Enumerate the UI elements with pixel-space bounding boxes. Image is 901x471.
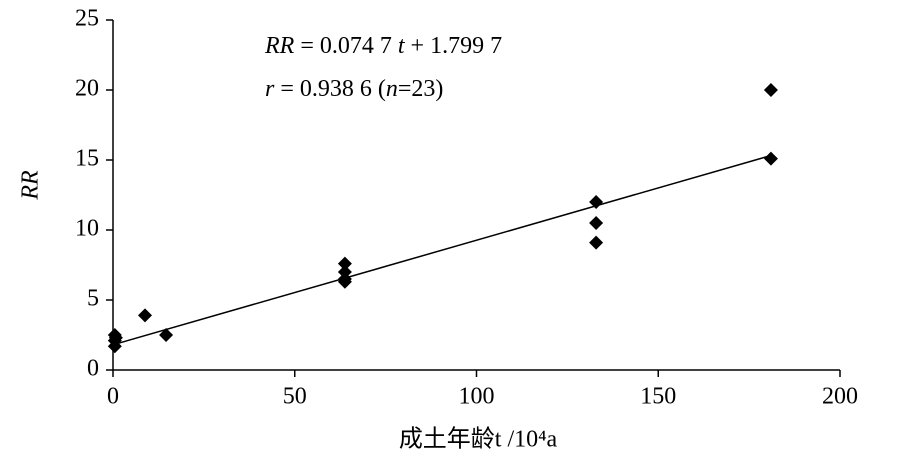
x-tick-label: 50 [283, 384, 307, 410]
annotation-part: RR [264, 33, 295, 59]
data-point [107, 339, 122, 354]
trendline [112, 154, 772, 346]
x-tick-label: 0 [107, 384, 119, 410]
annotation-part: r [265, 76, 275, 102]
x-tick-label: 200 [822, 384, 858, 410]
data-point [337, 274, 352, 289]
y-tick-label: 20 [75, 76, 99, 102]
data-point [589, 235, 604, 250]
annotation: RR = 0.074 7 t + 1.799 7 [264, 33, 502, 59]
annotation: r = 0.938 6 (n=23) [265, 76, 443, 102]
y-axis-label: RR [18, 170, 44, 201]
y-tick-label: 10 [75, 216, 99, 242]
data-point [137, 308, 152, 323]
x-tick-label: 100 [459, 384, 495, 410]
y-tick-label: 0 [87, 356, 99, 382]
x-tick-label: 150 [640, 384, 676, 410]
annotation-part: t [398, 33, 406, 59]
data-point [589, 195, 604, 209]
annotation-part: =23) [398, 76, 444, 102]
x-axis-label: 成土年龄t /10⁴a [399, 426, 558, 453]
annotation-part: = 0.074 7 [294, 33, 398, 59]
annotation-part: + 1.799 7 [405, 33, 503, 59]
data-point [763, 83, 778, 97]
data-point [337, 256, 352, 271]
data-point [763, 151, 778, 166]
y-tick-label: 5 [87, 286, 99, 312]
data-point [159, 328, 174, 342]
annotation-part: n [386, 76, 398, 102]
y-tick-label: 15 [75, 146, 99, 172]
annotation-part: = 0.938 6 ( [274, 76, 386, 102]
y-tick-label: 25 [75, 6, 99, 32]
data-point [108, 330, 123, 345]
data-point [589, 216, 604, 230]
